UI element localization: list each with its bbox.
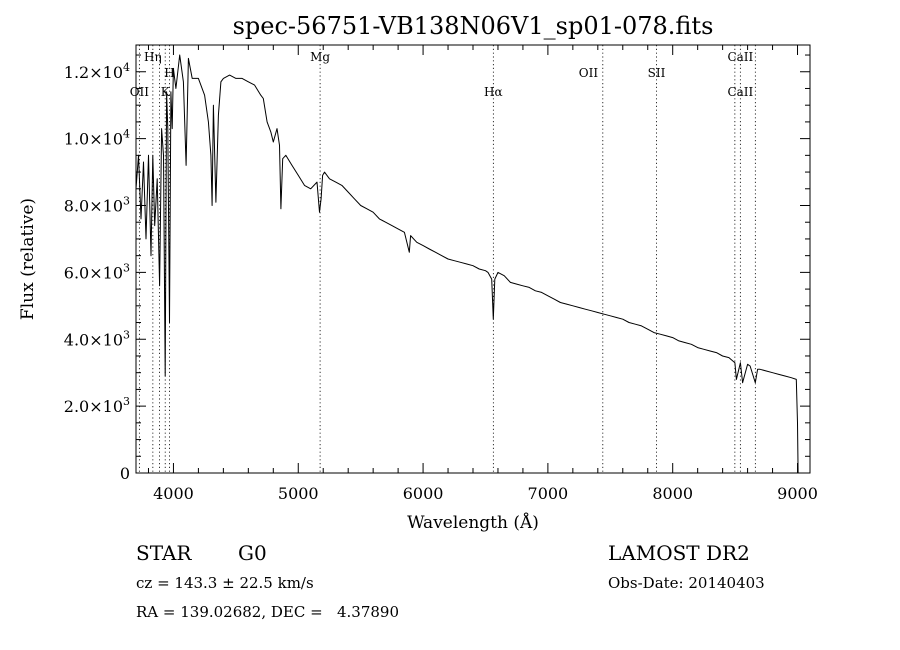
y-tick-label-0: 0 <box>120 464 130 483</box>
line-label-caii-9: CaII <box>727 85 753 99</box>
line-label-k-3: K <box>161 85 171 99</box>
line-label-mg-4: Mg <box>310 50 330 64</box>
y-tick-labels: 0 2.0×103 4.0×103 6.0×103 8.0×103 1.0×104 1.2×… <box>64 61 130 483</box>
survey-name: LAMOST DR2 <box>608 541 750 565</box>
x-tick-label-5: 9000 <box>777 484 818 503</box>
axis-ticks <box>136 45 810 474</box>
object-class: STAR <box>136 541 192 565</box>
y-tick-label-4: 8.0×103 <box>64 195 130 216</box>
y-axis-label: Flux (relative) <box>18 198 38 320</box>
x-axis-label: Wavelength (Å) <box>407 512 539 533</box>
line-label-hα-5: Hα <box>484 85 503 99</box>
spectrum-series-line <box>135 54 799 474</box>
line-marker-labels: HηH OII K Mg Hα OII SII CaII CaII <box>130 50 754 99</box>
x-tick-label-4: 8000 <box>652 484 693 503</box>
x-tick-labels: 4000 5000 6000 7000 8000 9000 <box>153 484 818 503</box>
x-tick-label-2: 6000 <box>403 484 444 503</box>
line-label-oii-6: OII <box>579 66 599 80</box>
object-subclass: G0 <box>238 541 267 565</box>
line-label-caii-8: CaII <box>727 50 753 64</box>
coordinates: RA = 139.02682, DEC = 4.37890 <box>136 603 400 621</box>
line-label-h-1: H <box>164 66 174 80</box>
y-tick-label-5: 1.0×104 <box>64 128 130 149</box>
line-label-sii-7: SII <box>648 66 666 80</box>
line-label-hη-0: Hη <box>144 50 162 64</box>
x-tick-label-1: 5000 <box>278 484 319 503</box>
plot-frame <box>135 44 811 474</box>
x-tick-label-3: 7000 <box>528 484 569 503</box>
y-tick-label-6: 1.2×104 <box>64 61 130 82</box>
y-tick-label-2: 4.0×103 <box>64 328 130 349</box>
chart-title: spec-56751-VB138N06V1_sp01-078.fits <box>233 12 714 40</box>
redshift-velocity: cz = 143.3 ± 22.5 km/s <box>136 574 314 592</box>
observation-date: Obs-Date: 20140403 <box>608 574 765 592</box>
line-label-oii-2: OII <box>130 85 150 99</box>
plot-area: HηH OII K Mg Hα OII SII CaII CaII <box>130 44 811 474</box>
x-tick-label-0: 4000 <box>153 484 194 503</box>
y-tick-label-1: 2.0×103 <box>64 395 130 416</box>
y-tick-label-3: 6.0×103 <box>64 261 130 282</box>
